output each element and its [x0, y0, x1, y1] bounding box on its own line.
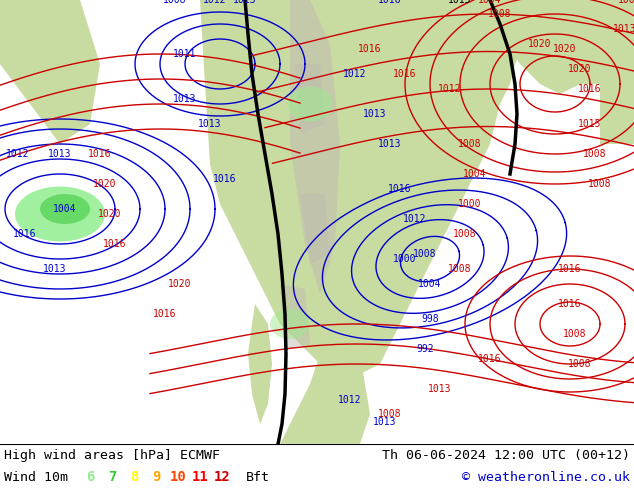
Text: © weatheronline.co.uk: © weatheronline.co.uk	[462, 470, 630, 484]
Text: 1008: 1008	[378, 409, 402, 419]
Text: 1013: 1013	[43, 264, 67, 274]
Text: 1016: 1016	[559, 299, 582, 309]
Polygon shape	[295, 64, 325, 134]
Text: 1012: 1012	[204, 0, 227, 5]
Text: 992: 992	[416, 344, 434, 354]
Text: 1013: 1013	[428, 384, 452, 394]
Text: 1008: 1008	[568, 359, 592, 369]
Text: 11: 11	[191, 470, 209, 484]
Ellipse shape	[287, 87, 332, 122]
Text: 1013: 1013	[613, 24, 634, 34]
Text: 1008: 1008	[588, 179, 612, 189]
Text: 7: 7	[108, 470, 116, 484]
Polygon shape	[480, 0, 634, 94]
Text: 1020: 1020	[168, 279, 191, 289]
Text: 1016: 1016	[393, 69, 417, 79]
Text: 1013: 1013	[48, 149, 72, 159]
Polygon shape	[290, 0, 340, 294]
Text: 1016: 1016	[153, 309, 177, 319]
Text: 1008: 1008	[453, 229, 477, 239]
Polygon shape	[0, 0, 100, 144]
Text: 1016: 1016	[378, 0, 402, 5]
Text: 1004: 1004	[478, 0, 501, 5]
Text: 12: 12	[214, 470, 230, 484]
Text: 1012: 1012	[339, 395, 362, 405]
Text: 1012: 1012	[343, 69, 366, 79]
Polygon shape	[200, 0, 530, 384]
Text: 1008: 1008	[618, 0, 634, 5]
Text: 1016: 1016	[358, 44, 382, 54]
Ellipse shape	[40, 194, 90, 224]
Text: 1008: 1008	[563, 329, 586, 339]
Polygon shape	[248, 304, 272, 424]
Text: 1013: 1013	[363, 109, 387, 119]
Text: 1013: 1013	[378, 139, 402, 149]
Text: 1012: 1012	[438, 84, 462, 94]
Text: 1016: 1016	[478, 354, 501, 364]
Text: 1016: 1016	[559, 264, 582, 274]
Text: Bft: Bft	[246, 470, 270, 484]
Ellipse shape	[270, 309, 310, 339]
Text: 1004: 1004	[463, 169, 487, 179]
Text: 1020: 1020	[528, 39, 552, 49]
Text: 1016: 1016	[388, 184, 411, 194]
Text: 1008: 1008	[413, 249, 437, 259]
Polygon shape	[280, 314, 370, 444]
Text: 1016: 1016	[213, 174, 236, 184]
Text: 1008: 1008	[448, 264, 472, 274]
Text: 1020: 1020	[553, 44, 577, 54]
Text: 1016: 1016	[88, 149, 112, 159]
Text: 1015: 1015	[448, 0, 472, 5]
Text: 8: 8	[130, 470, 138, 484]
Text: 1004: 1004	[418, 279, 442, 289]
Ellipse shape	[240, 34, 270, 74]
Text: 1015: 1015	[578, 119, 602, 129]
Ellipse shape	[235, 79, 255, 109]
Text: 1008: 1008	[458, 139, 482, 149]
Polygon shape	[280, 284, 310, 349]
Text: Wind 10m: Wind 10m	[4, 470, 68, 484]
Text: Th 06-06-2024 12:00 UTC (00+12): Th 06-06-2024 12:00 UTC (00+12)	[382, 448, 630, 462]
Text: 6: 6	[86, 470, 94, 484]
Text: 1013: 1013	[173, 94, 197, 104]
Text: 1013: 1013	[233, 0, 257, 5]
Text: 1013: 1013	[373, 417, 397, 427]
Ellipse shape	[15, 187, 105, 242]
Polygon shape	[300, 194, 330, 264]
Text: High wind areas [hPa] ECMWF: High wind areas [hPa] ECMWF	[4, 448, 220, 462]
Text: 9: 9	[152, 470, 160, 484]
Text: 1011: 1011	[173, 49, 197, 59]
Text: 1016: 1016	[578, 84, 602, 94]
Text: 1004: 1004	[53, 204, 77, 214]
Text: 1008: 1008	[488, 9, 512, 19]
Text: 1020: 1020	[98, 209, 122, 219]
Text: 1020: 1020	[93, 179, 117, 189]
Text: 1016: 1016	[103, 239, 127, 249]
Text: 1008: 1008	[163, 0, 187, 5]
Text: 1000: 1000	[393, 254, 417, 264]
Text: 1008: 1008	[583, 149, 607, 159]
Text: 1020: 1020	[568, 64, 592, 74]
Text: 998: 998	[421, 314, 439, 324]
Text: 1012: 1012	[6, 149, 30, 159]
Text: 1012: 1012	[403, 214, 427, 224]
Polygon shape	[600, 0, 634, 144]
Text: 1016: 1016	[13, 229, 37, 239]
Text: 10: 10	[170, 470, 186, 484]
Text: 1013: 1013	[198, 119, 222, 129]
Text: 1000: 1000	[458, 199, 482, 209]
